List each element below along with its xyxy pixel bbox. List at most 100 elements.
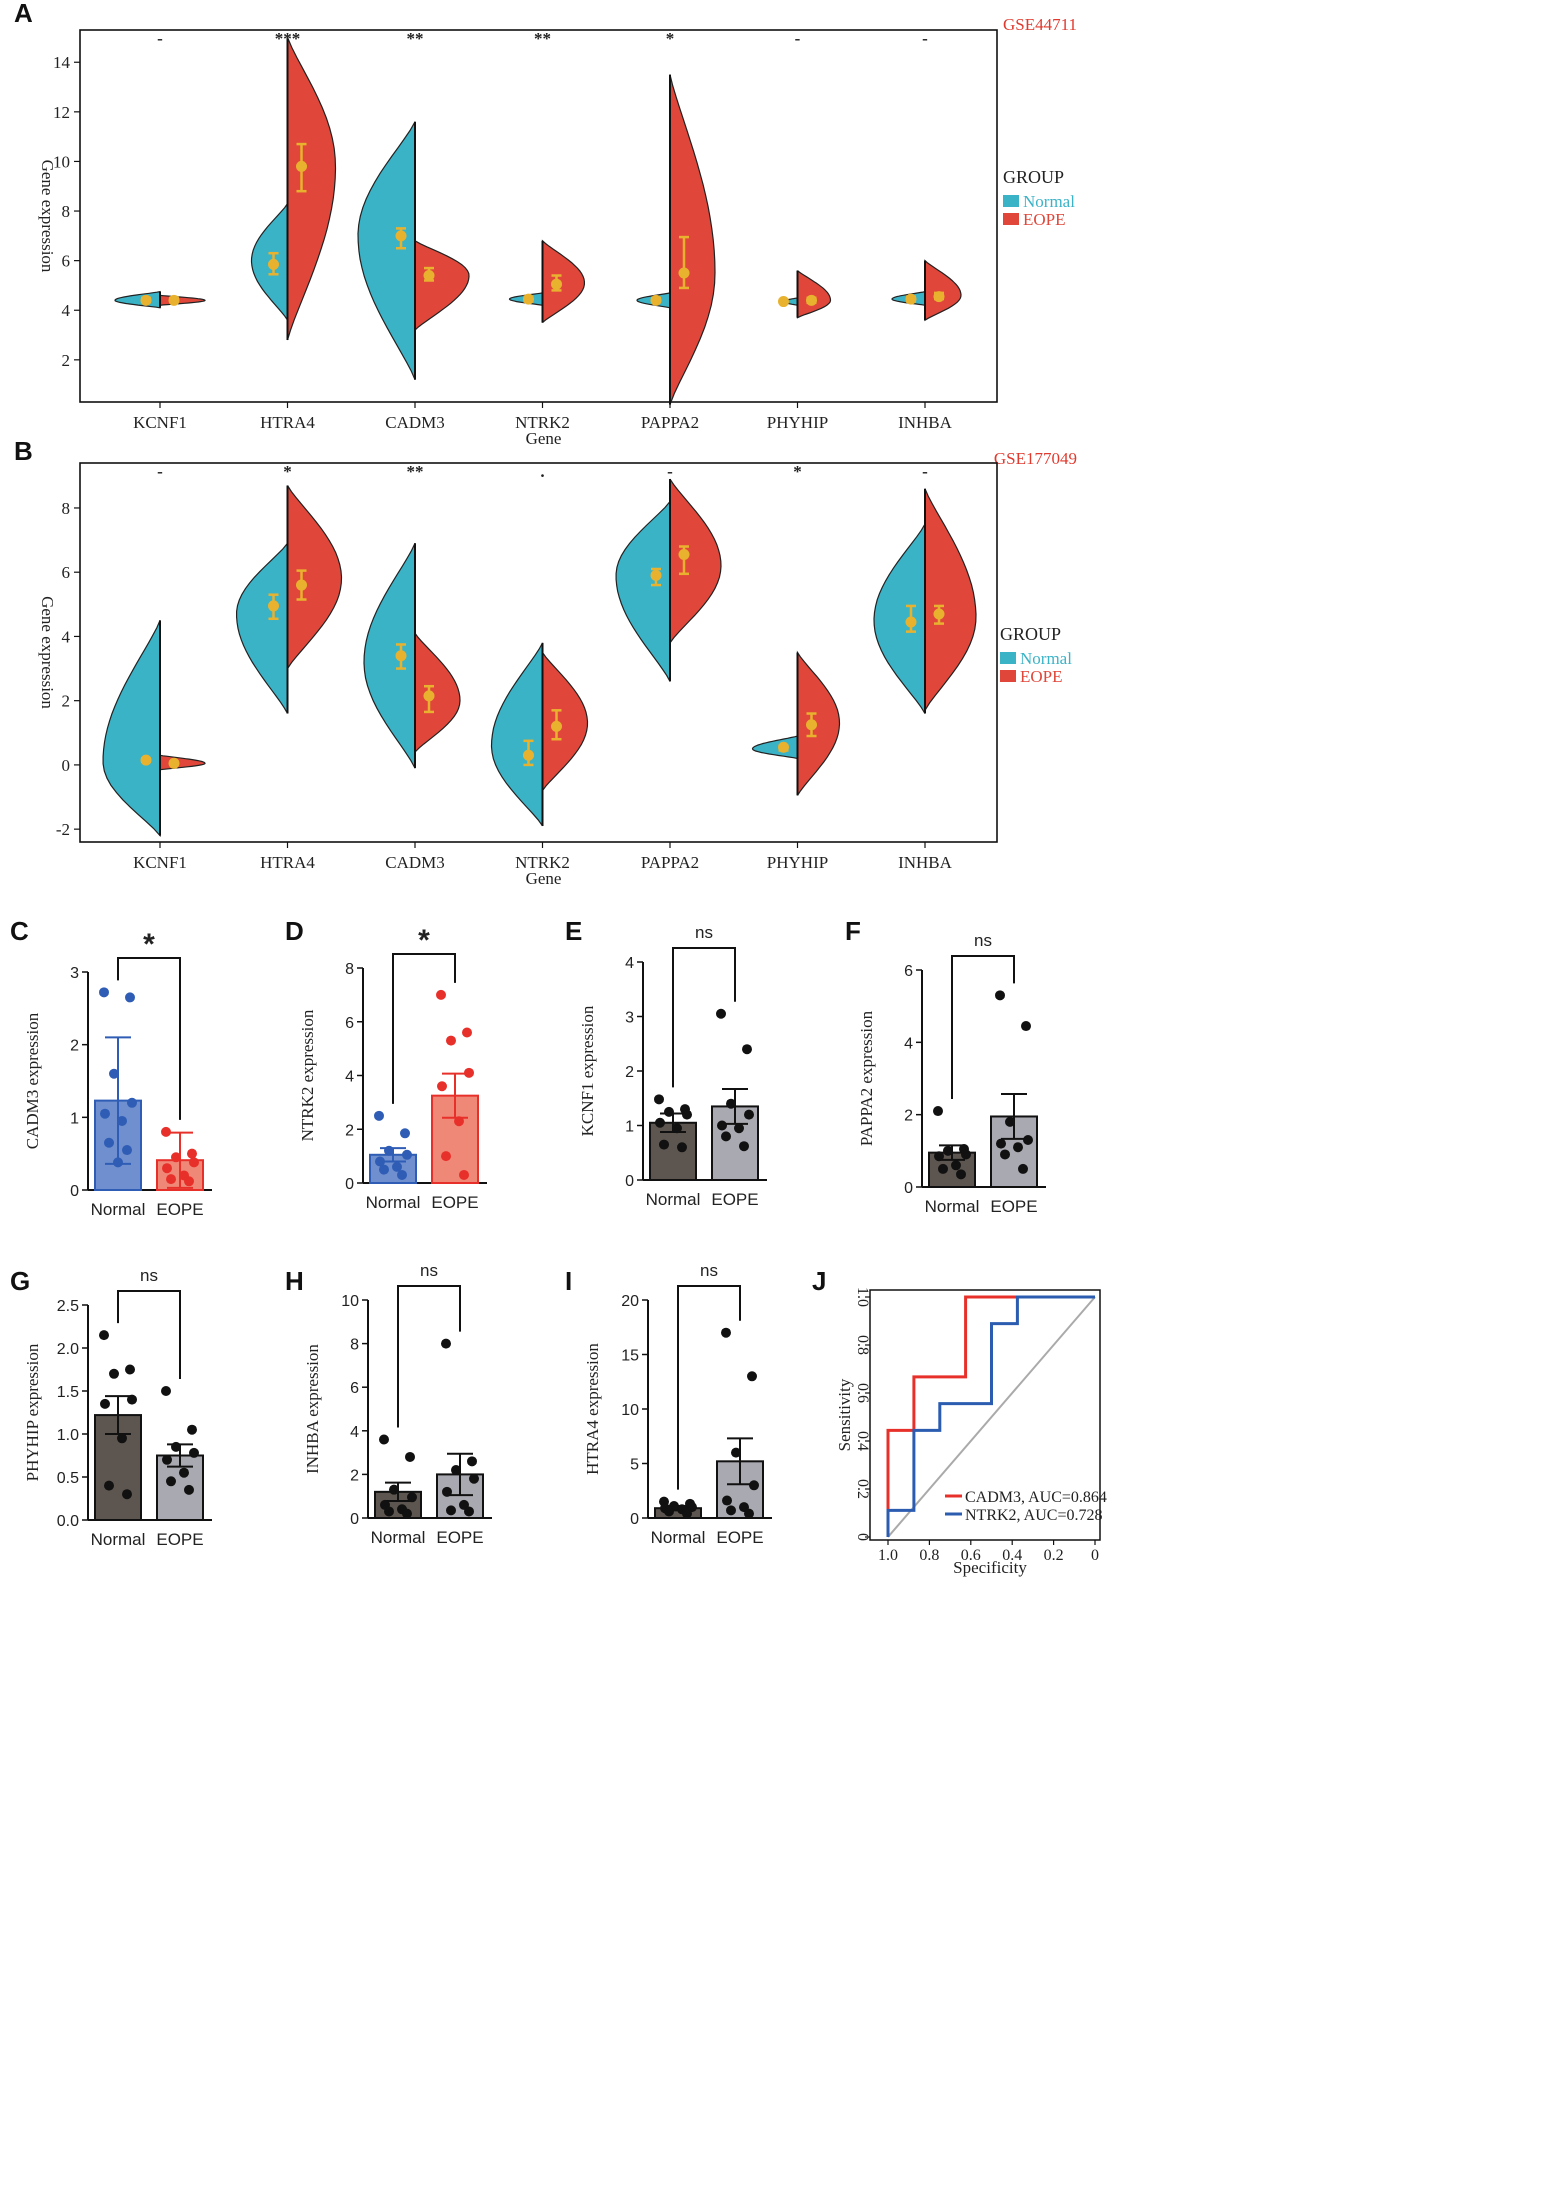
x-tick-label: 0.6: [961, 1547, 981, 1564]
mean-point: [268, 600, 279, 612]
data-point: [125, 992, 135, 1003]
data-point: [734, 1123, 744, 1134]
panel-letter-j: J: [812, 1266, 826, 1296]
mean-point: [140, 754, 152, 766]
data-point: [379, 1434, 389, 1445]
data-point: [397, 1169, 407, 1180]
data-point: [442, 1486, 452, 1497]
y-tick-label: 0: [345, 1176, 354, 1193]
y-tick-label: 4: [904, 1035, 913, 1052]
x-tick-label: EOPE: [990, 1197, 1037, 1216]
x-tick-label: NTRK2: [515, 853, 570, 872]
significance-mark: -: [795, 29, 801, 48]
data-point: [1000, 1149, 1010, 1160]
data-point: [996, 1138, 1006, 1149]
x-tick-label: PAPPA2: [641, 853, 699, 872]
y-axis-label: INHBA expression: [303, 1344, 322, 1474]
panel-letter-f: F: [845, 916, 861, 946]
mean-point: [650, 569, 662, 581]
data-point: [943, 1145, 953, 1156]
y-axis-label: Gene expression: [38, 160, 57, 273]
data-point: [742, 1044, 752, 1055]
data-point: [956, 1169, 966, 1180]
diagonal-reference: [887, 1296, 1096, 1538]
data-point: [109, 1368, 119, 1379]
panel-letter-e: E: [565, 916, 582, 946]
data-point: [682, 1508, 692, 1519]
mean-point: [551, 278, 562, 290]
data-point: [1005, 1116, 1015, 1127]
data-point: [375, 1156, 385, 1167]
significance-bracket: [117, 1290, 181, 1379]
violin-normal-kcnf1: [114, 290, 161, 309]
x-tick-label: Normal: [925, 1197, 980, 1216]
y-axis-label: CADM3 expression: [23, 1012, 42, 1149]
data-point: [384, 1145, 394, 1156]
data-point: [469, 1473, 479, 1484]
data-point: [374, 1110, 384, 1121]
legend-title: GROUP: [1000, 624, 1061, 644]
y-tick-label: 6: [345, 1015, 354, 1032]
data-point: [677, 1142, 687, 1153]
data-point: [189, 1447, 199, 1458]
x-tick-label: NTRK2: [515, 413, 570, 432]
y-tick-label: 8: [62, 202, 71, 221]
legend-swatch: [1000, 652, 1016, 664]
x-tick-label: 0.2: [1044, 1547, 1064, 1564]
y-tick-label: 0: [630, 1511, 639, 1528]
data-point: [731, 1447, 741, 1458]
data-point: [117, 1115, 127, 1126]
data-point: [454, 1116, 464, 1127]
data-point: [166, 1476, 176, 1487]
data-point: [379, 1164, 389, 1175]
significance-bracket: [677, 1285, 741, 1490]
data-point: [721, 1131, 731, 1142]
y-tick-label: 2: [345, 1122, 354, 1139]
data-point: [1013, 1142, 1023, 1153]
data-point: [161, 1386, 171, 1396]
significance-mark: .: [540, 462, 544, 481]
x-tick-label: INHBA: [898, 853, 953, 872]
y-tick-label: 0: [854, 1533, 871, 1541]
significance-bracket: [117, 957, 181, 1120]
data-point: [1023, 1134, 1033, 1145]
plot-frame: [79, 462, 998, 843]
data-point: [664, 1506, 674, 1517]
x-tick-label: EOPE: [716, 1528, 763, 1547]
y-tick-label: 20: [621, 1293, 639, 1310]
violin-eope-inhba: [924, 259, 962, 322]
y-tick-label: 0.0: [57, 1513, 79, 1530]
y-tick-label: 2: [350, 1467, 359, 1484]
violin-eope-kcnf1: [159, 294, 206, 306]
mean-point: [168, 757, 180, 769]
data-point: [402, 1508, 412, 1519]
significance-mark: -: [922, 29, 928, 48]
y-tick-label: 4: [350, 1424, 359, 1441]
data-point: [407, 1492, 417, 1503]
significance-mark: **: [534, 29, 551, 48]
y-tick-label: 1.0: [57, 1427, 79, 1444]
x-tick-label: CADM3: [385, 853, 445, 872]
y-axis-label: Sensitivity: [835, 1378, 854, 1451]
legend-entry: CADM3, AUC=0.864: [965, 1489, 1107, 1506]
y-axis-label: NTRK2 expression: [298, 1009, 317, 1141]
data-point: [747, 1371, 757, 1382]
y-tick-label: 1.0: [854, 1287, 871, 1307]
legend-swatch: [1003, 195, 1019, 207]
significance-mark: ***: [275, 29, 301, 48]
data-point: [744, 1508, 754, 1519]
y-tick-label: 0.2: [854, 1479, 871, 1499]
y-tick-label: 0: [904, 1180, 913, 1197]
data-point: [400, 1128, 410, 1139]
data-point: [961, 1149, 971, 1160]
y-tick-label: 14: [53, 53, 71, 72]
panel-letter-d: D: [285, 916, 304, 946]
panel-letter-a: A: [14, 0, 33, 28]
significance-bracket: [951, 955, 1015, 1100]
mean-point: [140, 294, 152, 306]
x-tick-label: Normal: [646, 1190, 701, 1209]
x-tick-label: HTRA4: [260, 853, 315, 872]
violin-normal-ntrk2: [490, 642, 544, 827]
data-point: [659, 1139, 669, 1150]
x-tick-label: EOPE: [431, 1193, 478, 1212]
